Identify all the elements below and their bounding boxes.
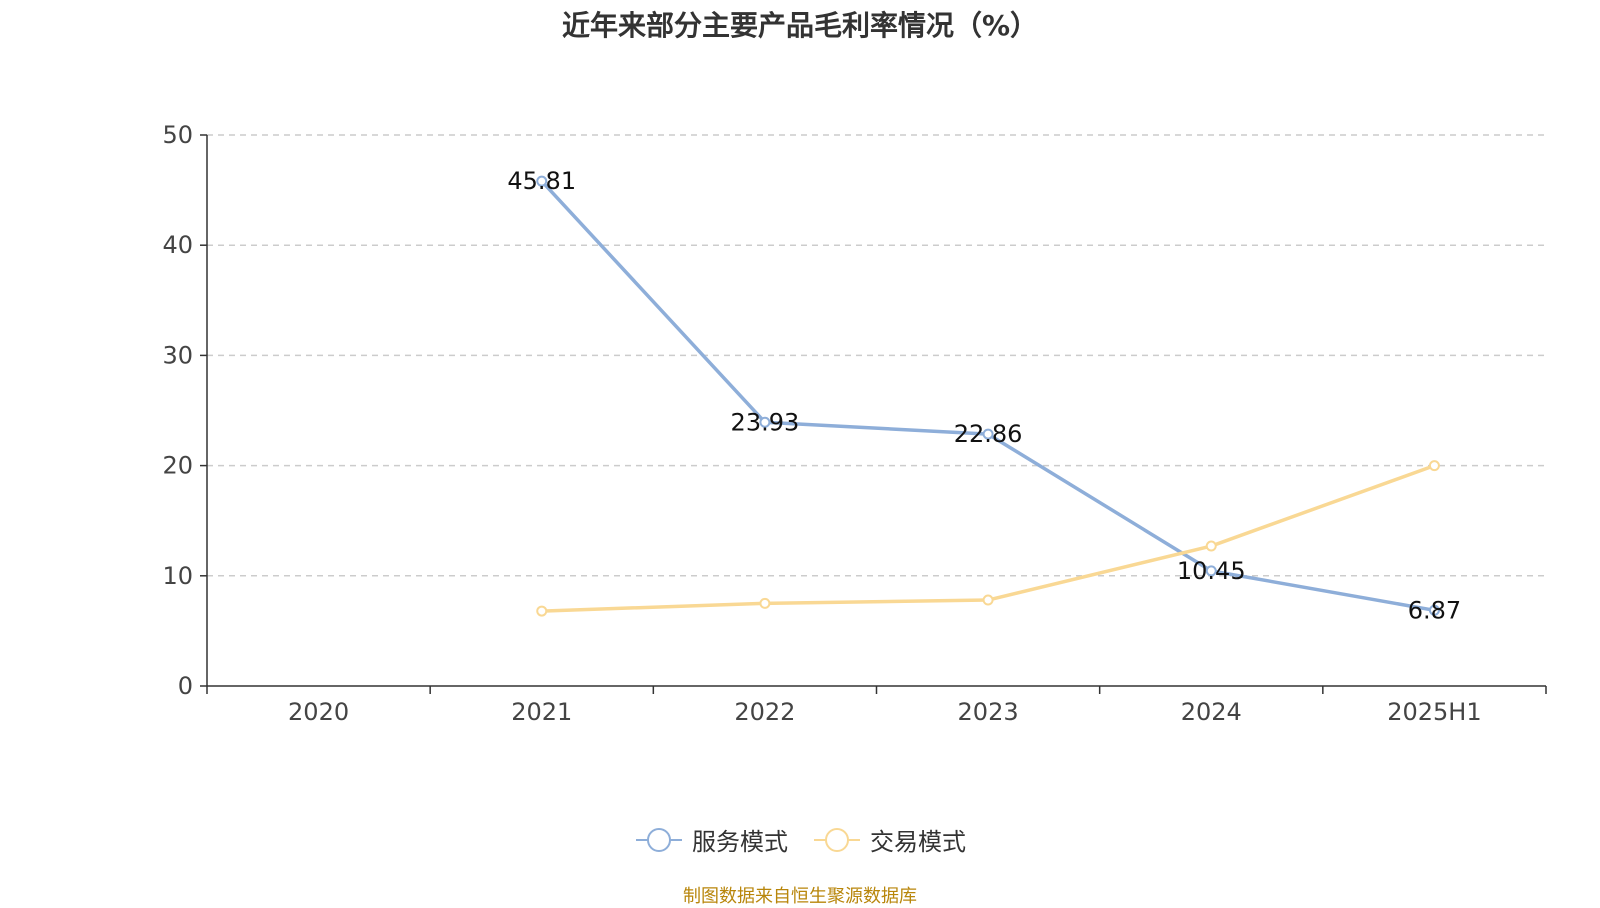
- y-tick-label: 10: [162, 562, 193, 590]
- axis-layer: 0 10 20 30 40 50 2020 2021 2022 2023 2024 2025H1: [162, 121, 1547, 726]
- legend-label: 服务模式: [692, 828, 788, 856]
- legend-marker-icon: [814, 827, 860, 852]
- y-tick-label: 0: [178, 672, 193, 700]
- legend-item[interactable]: 服务模式: [634, 822, 788, 857]
- x-tick-label: 2021: [511, 698, 572, 726]
- data-point: [759, 416, 771, 428]
- y-tick-label: 40: [162, 231, 193, 259]
- y-tick-label: 50: [162, 121, 193, 149]
- data-point: [1428, 604, 1440, 616]
- data-label: 23.93: [731, 408, 800, 436]
- data-point: [1205, 565, 1217, 577]
- x-tick-label: 2020: [288, 698, 349, 726]
- legend-marker-icon: [636, 827, 682, 852]
- data-point: [982, 428, 994, 440]
- source-note: 制图数据来自恒生聚源数据库: [683, 886, 917, 907]
- data-label: 22.86: [954, 420, 1023, 448]
- data-point: [982, 594, 994, 606]
- legend-item[interactable]: 交易模式: [812, 822, 966, 857]
- x-tick-label: 2022: [734, 698, 795, 726]
- data-label: 45.81: [507, 167, 576, 195]
- data-label: 10.45: [1177, 557, 1246, 585]
- x-tick-label: 2023: [958, 698, 1019, 726]
- data-point: [1428, 460, 1440, 472]
- y-tick-label: 30: [162, 341, 193, 369]
- grid-layer: [207, 134, 1546, 577]
- y-tick-label: 20: [162, 452, 193, 480]
- x-tick-label: 2024: [1181, 698, 1242, 726]
- data-label-layer: 45.81 23.93 22.86 10.45 6.87: [507, 167, 1461, 624]
- data-point: [536, 605, 548, 617]
- series-line: [541, 463, 1436, 613]
- data-point: [1205, 540, 1217, 552]
- data-point: [536, 175, 548, 187]
- legend: 服务模式 交易模式: [0, 822, 1600, 857]
- data-label: 6.87: [1408, 596, 1461, 624]
- data-point: [759, 597, 771, 609]
- series-layer: [536, 175, 1440, 617]
- chart-title: 近年来部分主要产品毛利率情况（%）: [561, 9, 1039, 42]
- legend-label: 交易模式: [870, 828, 966, 856]
- x-tick-label: 2025H1: [1387, 698, 1481, 726]
